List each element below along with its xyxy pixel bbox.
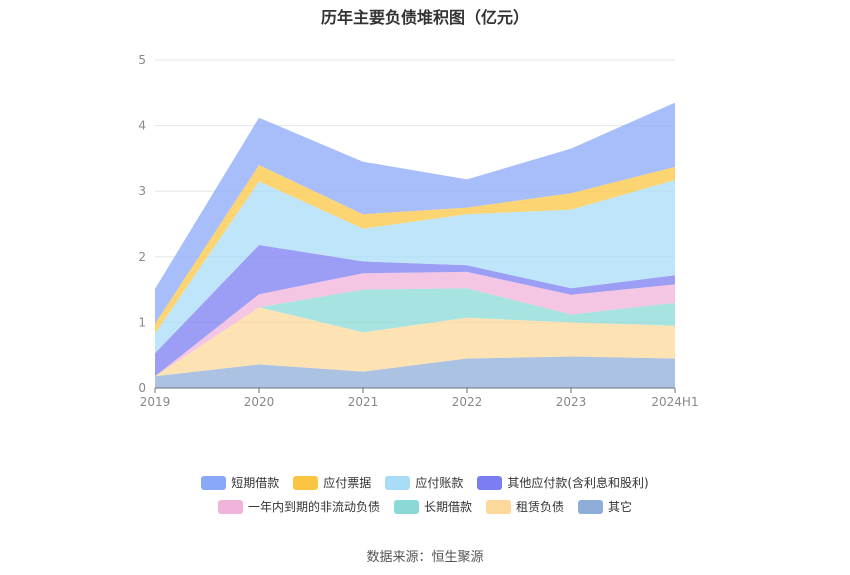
area-一年内到期的非流动负债 bbox=[155, 271, 675, 377]
legend-label: 短期借款 bbox=[231, 476, 280, 490]
x-tick-label: 2019 bbox=[140, 395, 171, 409]
legend-swatch bbox=[477, 475, 503, 490]
legend-item[interactable]: 其它 bbox=[578, 498, 632, 515]
y-tick-label: 2 bbox=[138, 250, 146, 264]
legend-swatch bbox=[578, 499, 604, 514]
legend-item[interactable]: 应付票据 bbox=[293, 474, 371, 491]
legend-swatch bbox=[486, 499, 511, 514]
y-tick-label: 1 bbox=[138, 315, 146, 329]
legend-item[interactable]: 其他应付款(含利息和股利) bbox=[477, 474, 649, 491]
legend-label: 应付票据 bbox=[323, 476, 372, 490]
legend-swatch bbox=[293, 475, 319, 490]
legend-swatch bbox=[385, 475, 411, 490]
legend-row-1: 短期借款 应付票据 应付账款 其他应付款(含利息和股利) bbox=[0, 474, 850, 491]
legend-label: 长期借款 bbox=[423, 500, 472, 514]
legend-label: 其他应付款(含利息和股利) bbox=[507, 476, 649, 490]
legend-label: 一年内到期的非流动负债 bbox=[247, 500, 380, 514]
stacked-area-chart: 0 1 2 3 4 5 2019 2020 2021 2022 2023 2024H1 bbox=[138, 53, 698, 409]
y-tick-label: 3 bbox=[138, 184, 146, 198]
legend-label: 应付账款 bbox=[415, 476, 464, 490]
legend-row-2: 一年内到期的非流动负债 长期借款 租赁负债 其它 bbox=[0, 498, 850, 515]
legend-item[interactable]: 长期借款 bbox=[393, 498, 472, 515]
source-note: 数据来源：恒生聚源 bbox=[366, 550, 484, 565]
area-其它 bbox=[155, 356, 675, 388]
x-tick-label: 2021 bbox=[348, 395, 379, 409]
legend-item[interactable]: 一年内到期的非流动负债 bbox=[217, 498, 380, 515]
area-长期借款 bbox=[155, 288, 675, 377]
y-tick-label: 0 bbox=[138, 381, 146, 395]
legend-label: 租赁负债 bbox=[516, 500, 565, 514]
y-tick-label: 5 bbox=[138, 53, 146, 67]
x-tick-label: 2023 bbox=[556, 395, 587, 409]
legend-label: 其它 bbox=[608, 500, 633, 514]
area-租赁负债 bbox=[155, 307, 675, 377]
legend-item[interactable]: 短期借款 bbox=[201, 474, 279, 491]
x-tick-label: 2020 bbox=[244, 395, 275, 409]
legend-swatch bbox=[217, 499, 243, 514]
area-其他应付款(含利息和股利) bbox=[155, 245, 675, 377]
legend-swatch bbox=[201, 475, 227, 490]
area-应付票据 bbox=[155, 165, 675, 334]
legend-item[interactable]: 租赁负债 bbox=[486, 498, 564, 515]
axes: 0 1 2 3 4 5 2019 2020 2021 2022 2023 2024H1 bbox=[138, 53, 698, 409]
legend-item[interactable]: 应付账款 bbox=[385, 474, 463, 491]
x-tick-label: 2022 bbox=[452, 395, 483, 409]
area-应付账款 bbox=[155, 180, 675, 354]
legend-swatch bbox=[393, 499, 419, 514]
area-series bbox=[155, 102, 675, 388]
y-tick-label: 4 bbox=[138, 119, 146, 133]
x-tick-label: 2024H1 bbox=[651, 395, 698, 409]
area-短期借款 bbox=[155, 102, 675, 324]
chart-title: 历年主要负债堆积图（亿元） bbox=[320, 8, 529, 27]
